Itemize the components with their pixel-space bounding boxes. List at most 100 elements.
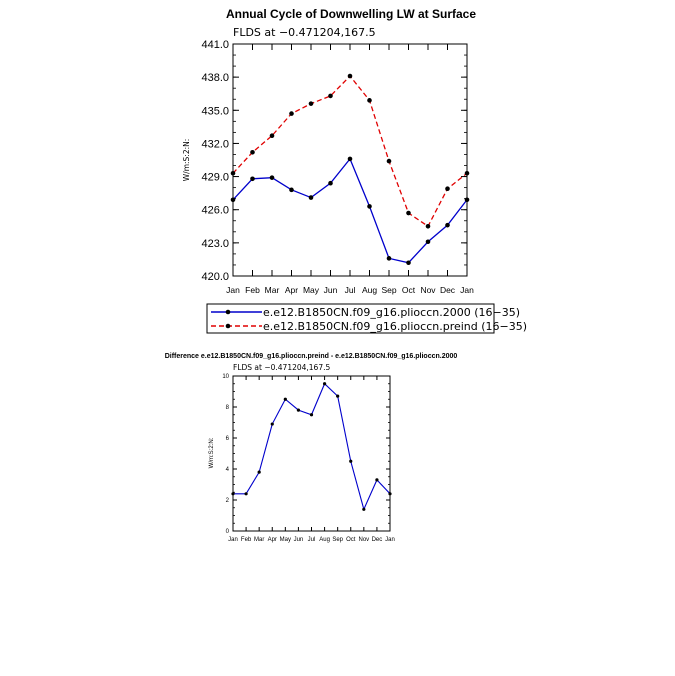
- y-tick-label: 10: [222, 374, 229, 380]
- data-point: [257, 470, 261, 474]
- data-point: [425, 239, 431, 245]
- data-point: [406, 210, 411, 216]
- x-tick-label: May: [280, 537, 291, 543]
- data-point: [230, 170, 236, 176]
- x-tick-label: Jan: [226, 285, 240, 295]
- y-tick-label: 435.0: [201, 105, 229, 117]
- data-point: [367, 204, 372, 209]
- y-axis-label: W/m:S:2:N:: [182, 139, 191, 182]
- x-tick-labels: Jan Feb Mar Apr May Jun Jul Aug Sep Oct Nov Dec Jan: [226, 285, 474, 295]
- x-tick-label: Mar: [265, 285, 280, 295]
- chart-subtitle: FLDS at −0.471204,167.5: [233, 26, 376, 39]
- data-point: [269, 133, 275, 138]
- data-point: [283, 397, 287, 401]
- data-point: [362, 507, 366, 511]
- chart-title: Difference e.e12.B1850CN.f09_g16.pliocсn…: [165, 353, 458, 360]
- y-tick-label: 429.0: [201, 172, 229, 184]
- data-point: [328, 93, 333, 99]
- x-tick-label: Oct: [402, 285, 416, 295]
- x-tick-label: May: [303, 285, 320, 295]
- data-point: [336, 394, 340, 398]
- x-tick-label: Feb: [241, 537, 252, 543]
- y-tick-label: 2: [226, 498, 230, 504]
- x-tick-label: Jul: [345, 285, 356, 295]
- data-point: [322, 382, 327, 386]
- bottom-chart: Difference e.e12.B1850CN.f09_g16.pliocсn…: [165, 353, 458, 543]
- data-point: [347, 156, 353, 162]
- data-point: [386, 256, 392, 261]
- series-line: [232, 75, 468, 228]
- y-tick-label: 0: [226, 529, 230, 535]
- data-point: [406, 260, 411, 266]
- data-point: [464, 197, 470, 203]
- data-point: [309, 413, 314, 417]
- x-tick-label: Nov: [420, 285, 436, 295]
- x-tick-label: Oct: [346, 537, 356, 543]
- y-tick-labels: 0 2 4 6 8 10: [222, 374, 229, 535]
- data-point: [250, 176, 255, 182]
- legend: e.e12.B1850CN.f09_g16.pliocсn.2000 (16−3…: [206, 303, 527, 334]
- x-tick-label: Apr: [285, 285, 298, 295]
- data-point: [289, 111, 294, 116]
- top-chart: Annual Cycle of Downwelling LW at Surfac…: [182, 7, 527, 334]
- x-tick-label: Jun: [324, 285, 338, 295]
- y-tick-label: 432.0: [201, 138, 229, 150]
- legend-marker-2000: [225, 309, 231, 315]
- x-tick-label: Aug: [362, 285, 377, 295]
- y-tick-label: 4: [226, 467, 230, 473]
- data-point: [308, 195, 314, 200]
- series-line: [233, 382, 391, 511]
- chart-title: Annual Cycle of Downwelling LW at Surfac…: [226, 7, 476, 21]
- x-tick-label: Apr: [268, 537, 277, 543]
- data-point: [270, 422, 274, 426]
- y-tick-label: 438.0: [201, 72, 229, 84]
- series-line: [232, 157, 468, 264]
- x-tick-label: Jul: [308, 537, 316, 543]
- data-point: [296, 408, 301, 412]
- data-point: [349, 459, 353, 463]
- data-point: [464, 170, 470, 176]
- x-tick-label: Nov: [358, 537, 369, 543]
- data-point: [445, 186, 450, 192]
- y-tick-label: 423.0: [201, 238, 229, 250]
- x-tick-label: Sep: [332, 537, 343, 543]
- x-tick-labels: Jan Feb Mar Apr May Jun Jul Aug Sep Oct Nov Dec Jan: [228, 537, 395, 543]
- data-point: [250, 149, 255, 155]
- data-point: [425, 223, 431, 229]
- data-point: [269, 175, 275, 180]
- legend-label-preind: e.e12.B1850CN.f09_g16.pliocсn.preind (16…: [263, 320, 527, 333]
- series-lines: [231, 382, 392, 511]
- x-tick-label: Aug: [319, 537, 330, 543]
- axis-ticks: [232, 375, 391, 532]
- data-point: [230, 197, 236, 203]
- data-point: [388, 492, 392, 496]
- y-tick-label: 420.0: [201, 271, 229, 283]
- data-point: [367, 98, 372, 103]
- data-point: [375, 478, 379, 482]
- x-tick-label: Dec: [440, 285, 456, 295]
- data-point: [289, 187, 294, 193]
- series-lines: [230, 73, 470, 266]
- x-tick-label: Sep: [381, 285, 396, 295]
- data-point: [231, 492, 235, 496]
- x-tick-label: Jan: [460, 285, 474, 295]
- plot-frame: [232, 375, 391, 532]
- data-point: [328, 180, 333, 186]
- chart-subtitle: FLDS at −0.471204,167.5: [233, 363, 330, 372]
- y-tick-label: 6: [226, 436, 230, 442]
- legend-marker-preind: [225, 323, 231, 329]
- legend-label-2000: e.e12.B1850CN.f09_g16.pliocсn.2000 (16−3…: [263, 306, 520, 319]
- data-point: [244, 492, 248, 496]
- x-tick-label: Jan: [228, 537, 238, 543]
- data-point: [347, 73, 353, 79]
- x-tick-label: Feb: [245, 285, 260, 295]
- data-point: [386, 158, 392, 164]
- axis-ticks: [232, 43, 468, 277]
- x-tick-label: Jan: [385, 537, 395, 543]
- y-axis-label: W/m:S:2:N:: [209, 437, 215, 468]
- y-tick-label: 441.0: [201, 39, 229, 51]
- x-tick-label: Mar: [254, 537, 264, 543]
- legend-box: [206, 303, 495, 334]
- y-tick-label: 426.0: [201, 205, 229, 217]
